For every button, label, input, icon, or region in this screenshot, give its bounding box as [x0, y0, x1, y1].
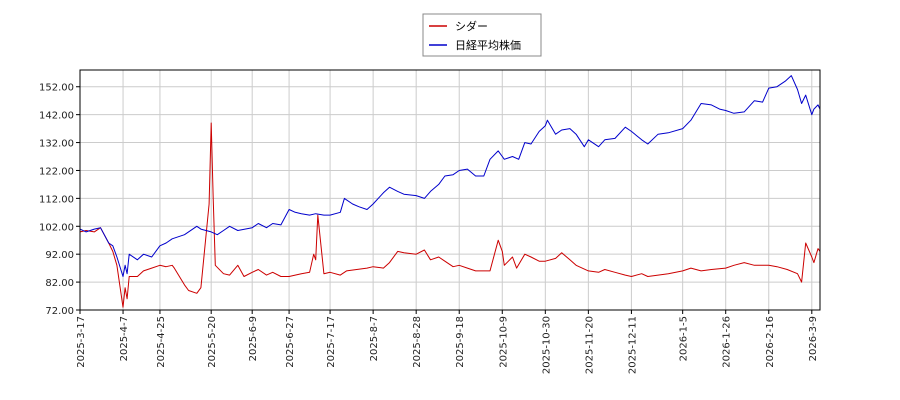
- series-line-nikkei: [79, 75, 821, 277]
- y-tick-label: 82.00: [45, 278, 74, 289]
- y-tick-label: 132.00: [39, 139, 74, 150]
- y-tick-label: 112.00: [39, 194, 74, 205]
- x-tick-label: 2025-6-27: [285, 316, 296, 368]
- x-tick-label: 2025-10-9: [498, 316, 509, 368]
- x-tick-label: 2025-6-9: [248, 316, 259, 361]
- y-tick-label: 142.00: [39, 111, 74, 122]
- series-lines: [79, 75, 821, 308]
- plot-frame: [79, 69, 821, 311]
- grid: [79, 70, 820, 311]
- y-tick-label: 72.00: [45, 306, 74, 317]
- legend-label-sidar: シダー: [455, 19, 488, 33]
- y-tick-label: 92.00: [45, 250, 74, 261]
- x-tick-label: 2025-12-11: [627, 316, 638, 374]
- x-tick-label: 2026-3-9: [808, 316, 819, 361]
- x-tick-label: 2026-2-16: [765, 316, 776, 368]
- legend: シダー 日経平均株価: [422, 13, 542, 57]
- x-tick-label: 2025-10-30: [541, 316, 552, 374]
- x-tick-label: 2025-4-25: [156, 316, 167, 368]
- y-tick-label: 152.00: [39, 83, 74, 94]
- series-line-sidar: [79, 122, 821, 308]
- x-tick-label: 2025-9-18: [455, 316, 466, 368]
- legend-box: [422, 13, 542, 57]
- x-tick-label: 2025-7-17: [326, 316, 337, 368]
- x-axis-ticks: 2025-3-17 2025-4-7 2025-4-25 2025-5-20 2025-…: [76, 310, 819, 374]
- x-tick-label: 2025-3-17: [76, 316, 87, 368]
- x-tick-label: 2025-4-7: [119, 316, 130, 361]
- y-tick-label: 102.00: [39, 222, 74, 233]
- x-tick-label: 2026-1-26: [722, 316, 733, 368]
- x-tick-label: 2025-8-7: [369, 316, 380, 361]
- x-tick-label: 2026-1-5: [679, 316, 690, 361]
- y-tick-label: 122.00: [39, 166, 74, 177]
- x-tick-label: 2025-8-28: [412, 316, 423, 368]
- x-tick-label: 2025-11-20: [584, 316, 595, 374]
- legend-label-nikkei: 日経平均株価: [455, 38, 521, 52]
- x-tick-label: 2025-5-20: [207, 316, 218, 368]
- y-axis-ticks: 72.00 82.00 92.00 102.00 112.00 122.00 132.00 1…: [39, 83, 80, 317]
